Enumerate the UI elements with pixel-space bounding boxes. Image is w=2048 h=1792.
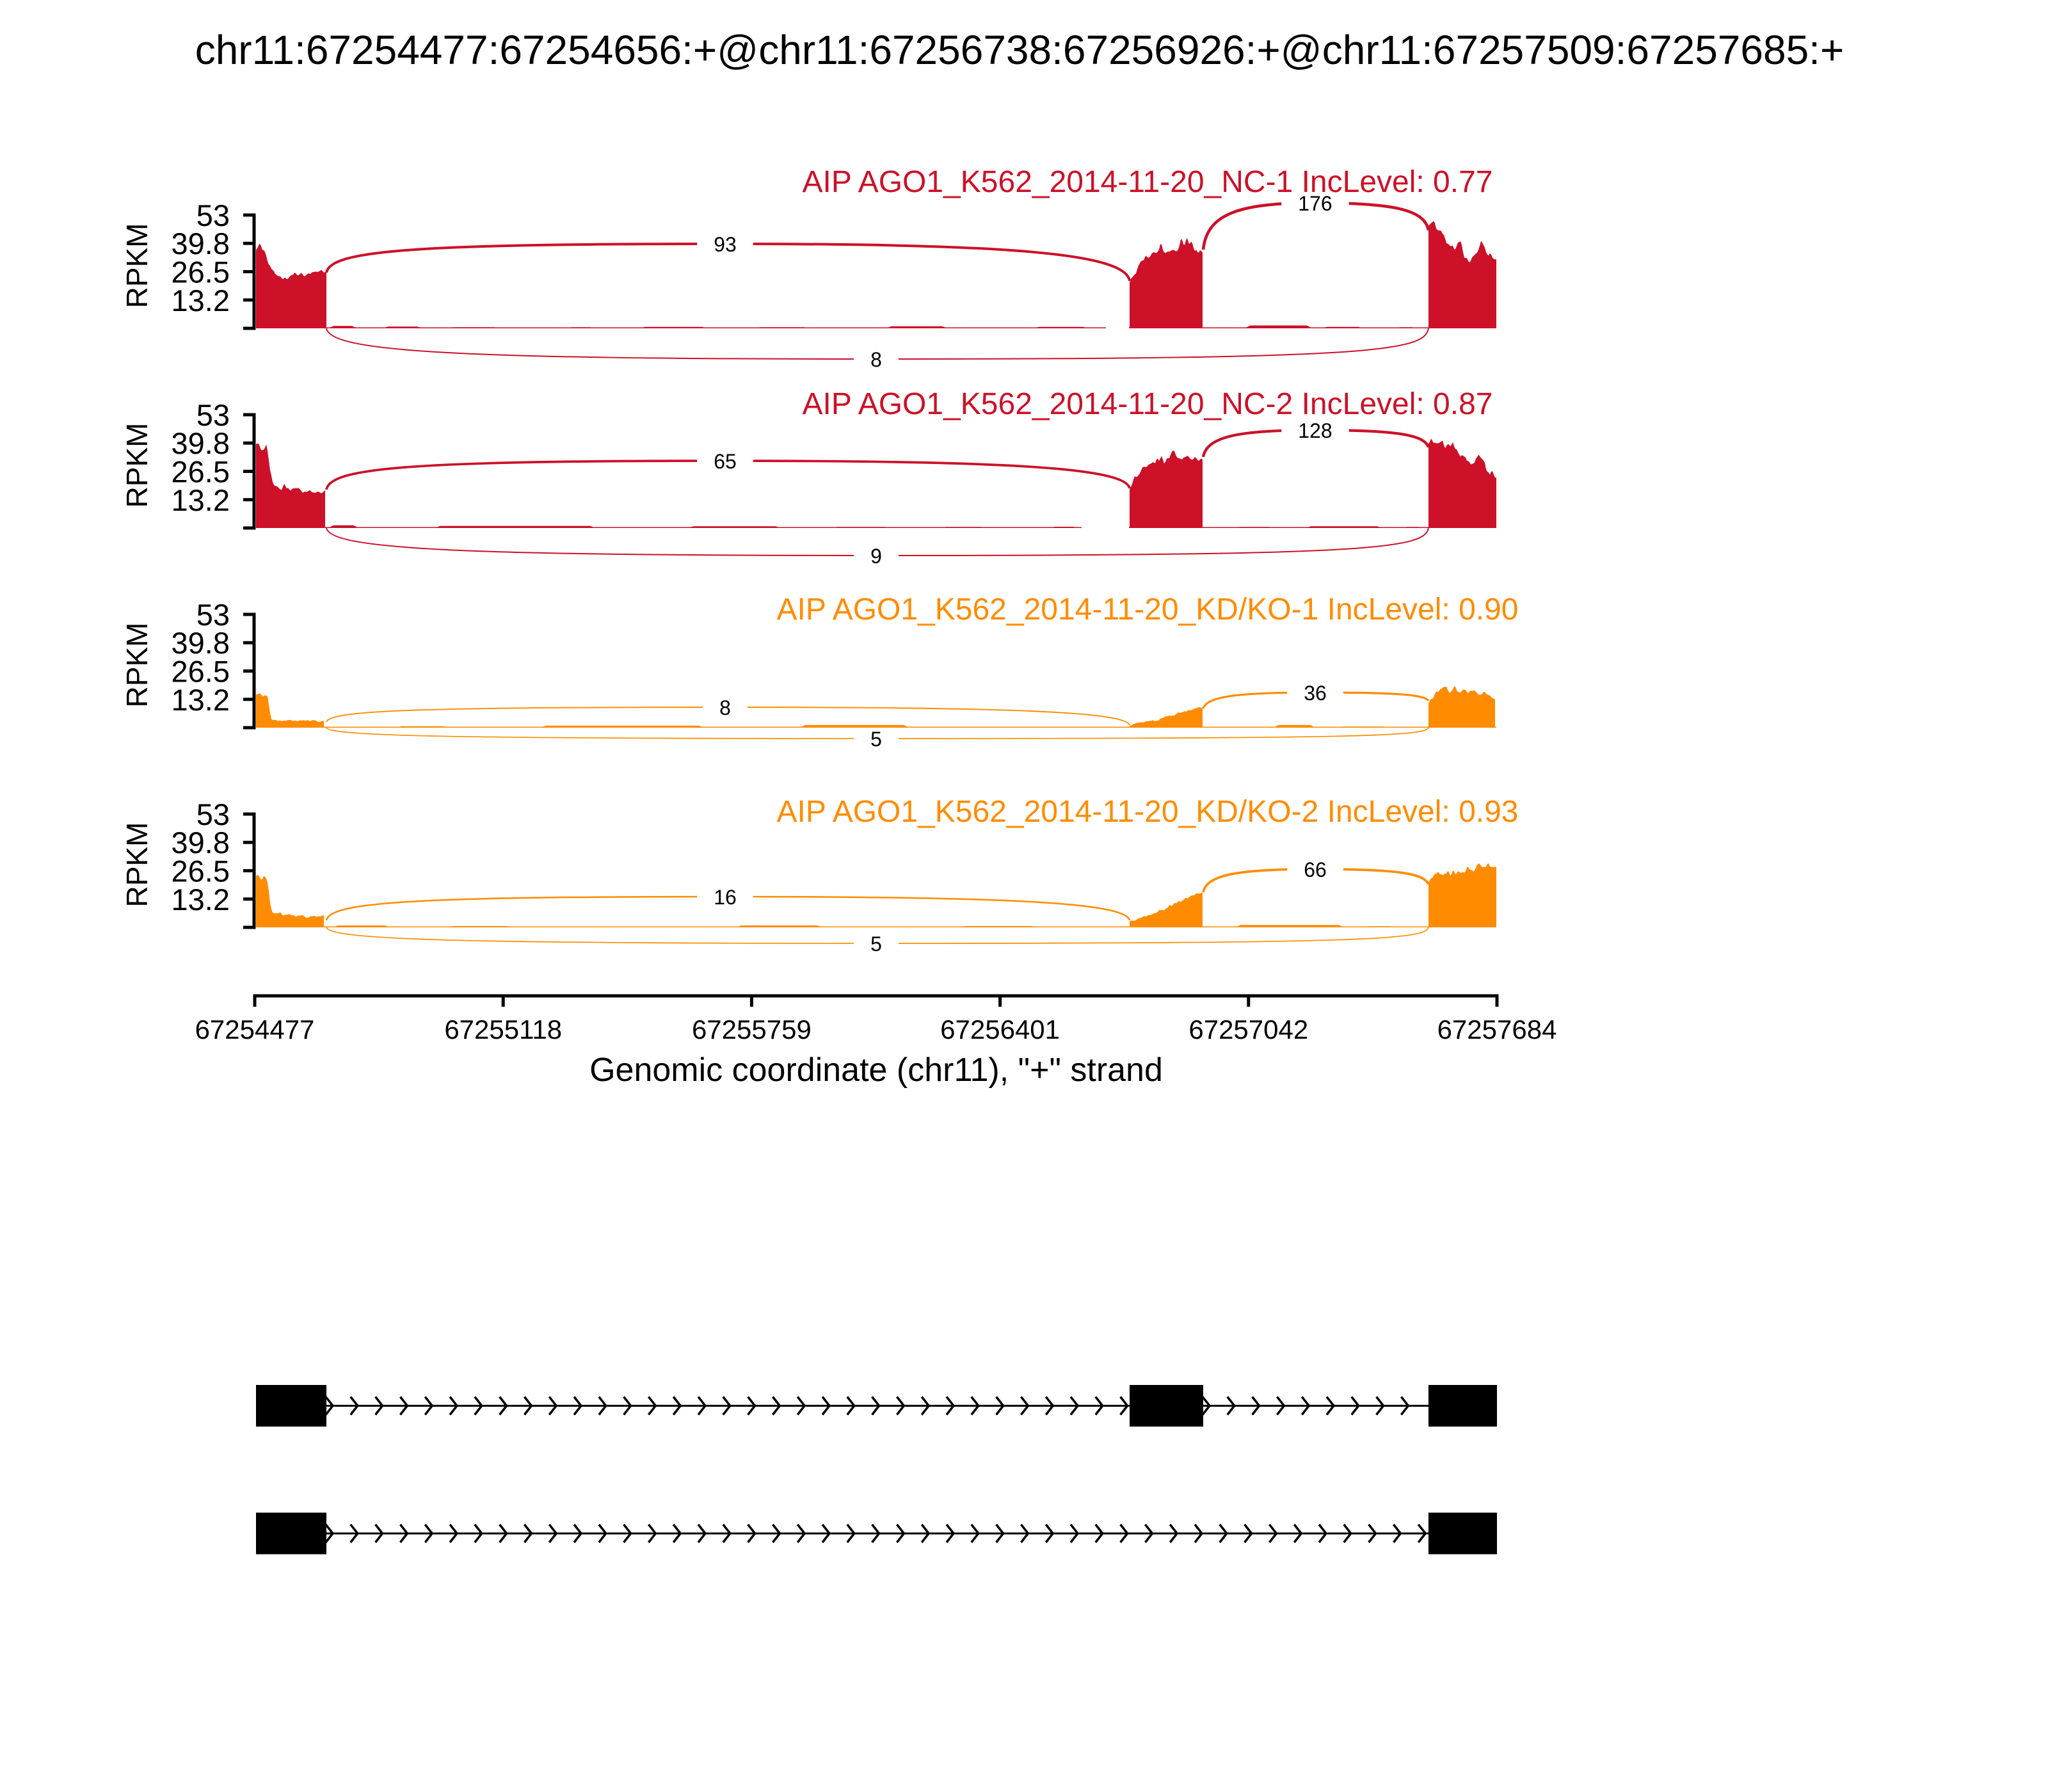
svg-text:39.8: 39.8	[172, 227, 230, 260]
svg-text:176: 176	[1298, 192, 1332, 215]
svg-text:65: 65	[714, 450, 737, 473]
svg-text:26.5: 26.5	[172, 655, 230, 689]
svg-text:66: 66	[1304, 858, 1327, 881]
svg-text:26.5: 26.5	[172, 455, 230, 489]
svg-text:39.8: 39.8	[172, 826, 230, 860]
svg-text:13.2: 13.2	[172, 683, 230, 717]
svg-text:9: 9	[870, 545, 882, 568]
svg-text:36: 36	[1304, 682, 1327, 705]
svg-text:39.8: 39.8	[172, 426, 230, 460]
svg-text:Genomic coordinate (chr11), "+: Genomic coordinate (chr11), "+" strand	[589, 1052, 1163, 1089]
svg-text:AIP AGO1_K562_2014-11-20_NC-2: AIP AGO1_K562_2014-11-20_NC-2 IncLevel: …	[803, 387, 1493, 421]
svg-text:67257042: 67257042	[1188, 1014, 1308, 1044]
svg-text:53: 53	[196, 198, 230, 232]
svg-text:53: 53	[196, 398, 230, 432]
svg-text:67257684: 67257684	[1437, 1014, 1557, 1044]
svg-text:128: 128	[1298, 419, 1332, 442]
svg-text:26.5: 26.5	[172, 854, 230, 888]
svg-text:13.2: 13.2	[172, 483, 230, 517]
svg-text:AIP AGO1_K562_2014-11-20_NC-1: AIP AGO1_K562_2014-11-20_NC-1 IncLevel: …	[803, 165, 1493, 199]
svg-text:67255759: 67255759	[692, 1014, 812, 1044]
svg-text:chr11:67254477:67254656:+@chr1: chr11:67254477:67254656:+@chr11:67256738…	[195, 27, 1844, 73]
svg-text:8: 8	[719, 696, 731, 719]
svg-text:5: 5	[870, 932, 882, 956]
svg-text:AIP AGO1_K562_2014-11-20_KD/KO: AIP AGO1_K562_2014-11-20_KD/KO-1 IncLeve…	[777, 593, 1519, 627]
svg-text:13.2: 13.2	[172, 284, 230, 317]
svg-text:67256401: 67256401	[940, 1014, 1060, 1044]
svg-text:39.8: 39.8	[172, 626, 230, 660]
svg-text:26.5: 26.5	[172, 255, 230, 289]
svg-text:53: 53	[196, 797, 230, 831]
svg-text:5: 5	[870, 728, 882, 751]
svg-text:93: 93	[714, 233, 737, 256]
svg-text:RPKM: RPKM	[120, 822, 154, 908]
svg-text:67254477: 67254477	[195, 1014, 315, 1044]
svg-text:RPKM: RPKM	[120, 623, 154, 708]
svg-text:53: 53	[196, 598, 230, 632]
svg-text:13.2: 13.2	[172, 883, 230, 916]
svg-text:67255118: 67255118	[444, 1014, 562, 1044]
svg-text:RPKM: RPKM	[120, 423, 154, 508]
svg-text:16: 16	[714, 886, 737, 909]
svg-text:RPKM: RPKM	[120, 223, 154, 308]
svg-text:8: 8	[870, 348, 882, 371]
svg-text:AIP AGO1_K562_2014-11-20_KD/KO: AIP AGO1_K562_2014-11-20_KD/KO-2 IncLeve…	[777, 795, 1519, 829]
